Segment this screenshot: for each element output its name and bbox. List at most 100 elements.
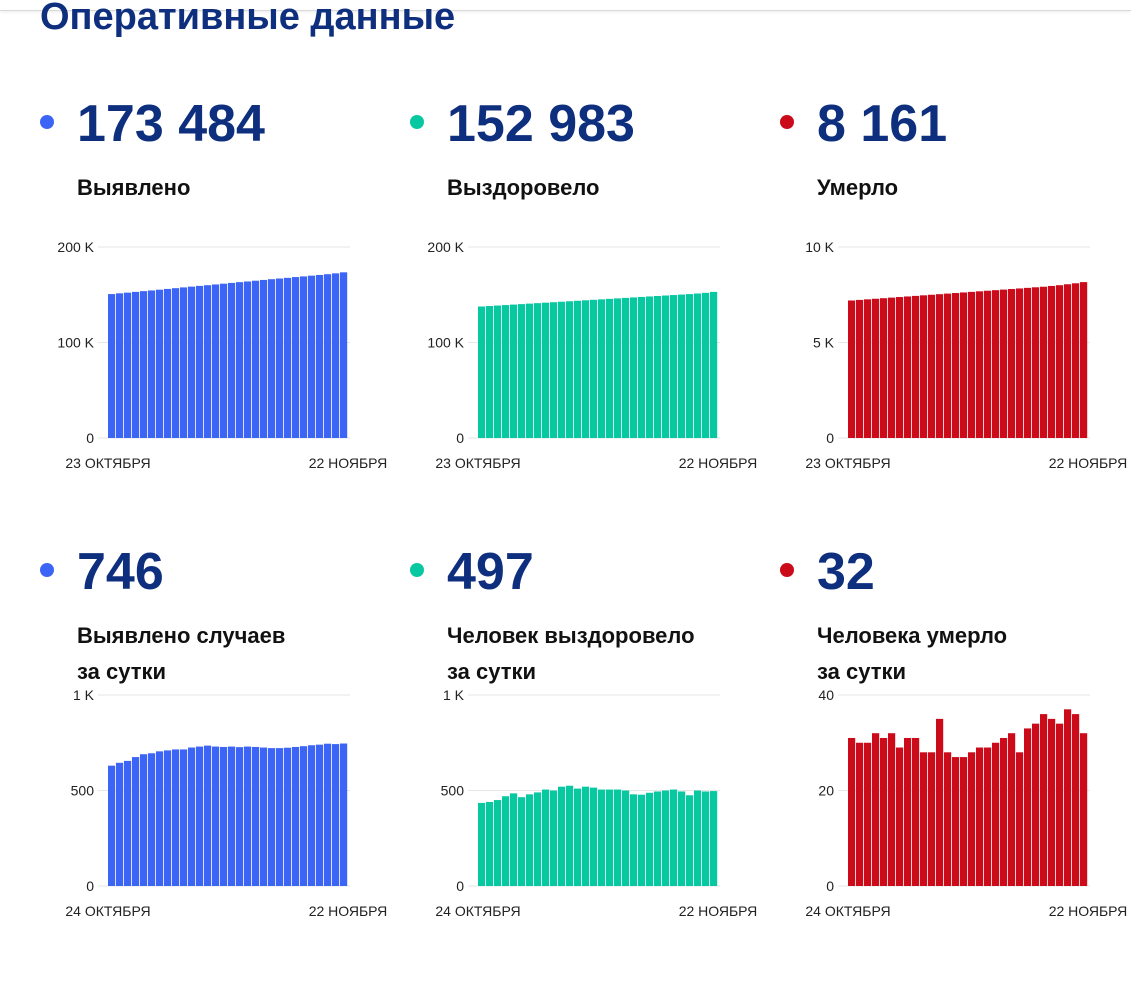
stat-panel: 173 484 Выявлено 0 100 K 200 K 23 ОКТЯБРЯ 22 Н…	[40, 82, 400, 522]
bar	[1080, 282, 1088, 438]
bar	[502, 796, 510, 886]
stat-value: 746	[77, 543, 164, 601]
bar	[236, 282, 244, 438]
bar	[670, 789, 678, 886]
bar	[678, 294, 686, 438]
bar	[164, 750, 172, 886]
bar	[944, 293, 952, 438]
x-tick-label-start: 23 ОКТЯБРЯ	[435, 455, 520, 471]
x-tick-label-start: 24 ОКТЯБРЯ	[435, 903, 520, 919]
stat-label-line: Человек выздоровело	[447, 623, 695, 648]
bar	[204, 285, 212, 438]
bar	[598, 299, 606, 438]
bar	[968, 291, 976, 438]
bar	[156, 751, 164, 886]
bar	[702, 292, 710, 438]
x-tick-label-end: 22 НОЯБРЯ	[1049, 903, 1128, 919]
bar	[308, 745, 316, 886]
bar	[558, 786, 566, 886]
stat-label-line: Умерло	[817, 175, 899, 200]
stat-label: Выздоровело	[447, 170, 600, 206]
y-tick-label: 20	[818, 783, 834, 799]
bar	[180, 749, 188, 886]
y-tick-label: 10 K	[805, 239, 834, 255]
bar	[108, 765, 116, 886]
bar	[872, 298, 880, 438]
bar	[638, 794, 646, 886]
bar	[1064, 284, 1072, 438]
bar	[124, 292, 132, 438]
bar	[204, 745, 212, 886]
bar	[558, 301, 566, 438]
bar	[614, 298, 622, 438]
bar	[928, 294, 936, 438]
stat-label-line: Выздоровело	[447, 175, 600, 200]
bar	[236, 747, 244, 886]
stat-label-line: Выявлено случаев	[77, 623, 286, 648]
bar	[244, 281, 252, 438]
bar	[494, 800, 502, 886]
bar	[984, 290, 992, 438]
bar	[308, 275, 316, 438]
bar	[148, 753, 156, 886]
bar	[542, 302, 550, 438]
bar	[116, 293, 124, 438]
legend-dot-icon	[780, 563, 794, 577]
bar	[1032, 287, 1040, 438]
bar	[574, 788, 582, 886]
stat-label: Выявлено случаев за сутки	[77, 618, 285, 690]
bar-chart: 0 500 1 K 24 ОКТЯБРЯ 22 НОЯБРЯ	[65, 687, 387, 919]
bar	[164, 288, 172, 438]
y-tick-label: 500	[71, 783, 95, 799]
bar	[888, 733, 896, 886]
bar	[1048, 718, 1056, 886]
y-tick-label: 5 K	[813, 335, 835, 351]
bar	[332, 744, 340, 886]
bar	[1024, 287, 1032, 438]
bar	[848, 300, 856, 438]
stat-panel: 32 Человека умерло за сутки 0 20 40 24 ОКТЯБРЯ…	[780, 530, 1131, 970]
bar	[132, 291, 140, 438]
y-tick-label: 0	[86, 878, 94, 894]
bar	[332, 273, 340, 438]
bar	[172, 749, 180, 886]
bar	[1016, 752, 1024, 886]
legend-dot-icon	[780, 115, 794, 129]
bar	[486, 801, 494, 886]
bar	[598, 789, 606, 886]
bar	[518, 304, 526, 438]
bar	[518, 797, 526, 886]
stat-value: 497	[447, 543, 534, 601]
bar	[526, 794, 534, 886]
bar	[1016, 288, 1024, 438]
x-tick-label-start: 24 ОКТЯБРЯ	[65, 903, 150, 919]
bar	[180, 287, 188, 438]
bar	[1008, 733, 1016, 886]
bar	[582, 786, 590, 886]
bar	[566, 301, 574, 438]
top-bar	[0, 0, 1131, 11]
x-tick-label-end: 22 НОЯБРЯ	[679, 903, 758, 919]
bar	[920, 752, 928, 886]
bar	[896, 747, 904, 886]
y-tick-label: 0	[456, 878, 464, 894]
bar	[872, 733, 880, 886]
bar	[1040, 286, 1048, 438]
bar	[936, 294, 944, 438]
bar	[526, 303, 534, 438]
bar	[284, 747, 292, 886]
bar	[132, 757, 140, 886]
bar	[662, 295, 670, 438]
bar	[952, 757, 960, 886]
y-tick-label: 100 K	[57, 335, 94, 351]
stat-label-line: за сутки	[447, 659, 537, 684]
bar	[992, 290, 1000, 438]
bar	[276, 278, 284, 438]
bar	[188, 286, 196, 438]
bar	[478, 306, 486, 438]
bar	[494, 305, 502, 438]
bar	[550, 302, 558, 438]
bar	[686, 795, 694, 886]
bar	[848, 737, 856, 886]
bar-chart: 0 20 40 24 ОКТЯБРЯ 22 НОЯБРЯ	[805, 687, 1127, 919]
